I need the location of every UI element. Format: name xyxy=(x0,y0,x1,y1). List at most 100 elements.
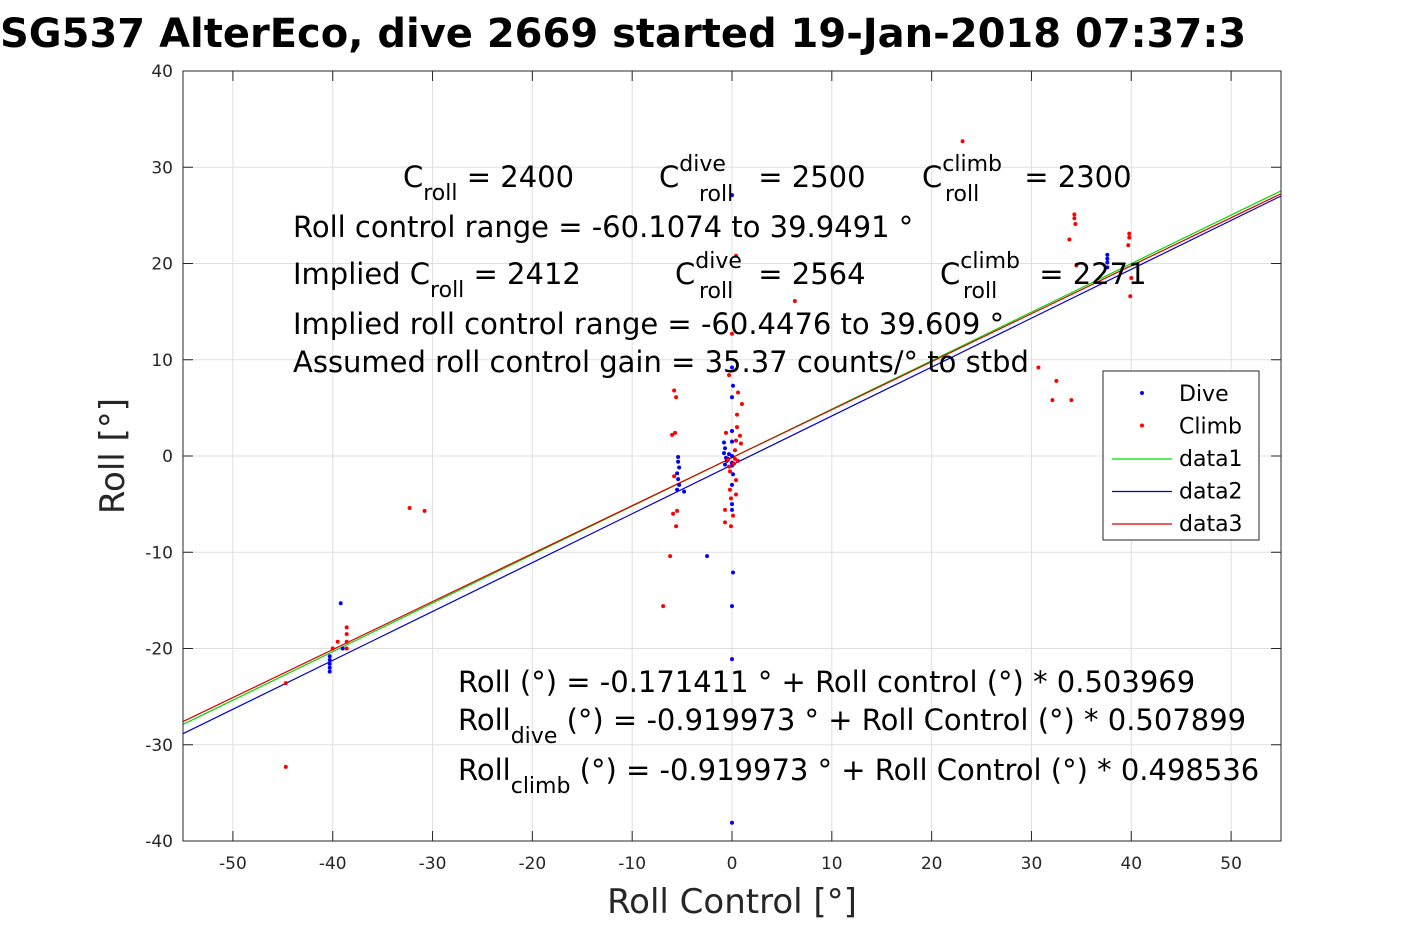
climb-point xyxy=(422,508,427,513)
climb-point xyxy=(724,430,729,435)
dive-point xyxy=(340,646,345,651)
dive-point xyxy=(1105,265,1110,270)
chart-title: SG537 AlterEco, dive 2669 started 19-Jan… xyxy=(0,11,1246,57)
dive-point xyxy=(682,489,687,494)
x-tick-label: -20 xyxy=(518,854,546,874)
legend-marker-climb xyxy=(1140,423,1144,428)
implied-c-roll-dive-annotation: Cdive roll = 2564 xyxy=(675,249,866,304)
climb-point xyxy=(727,464,732,469)
legend-label-data1: data1 xyxy=(1179,447,1243,472)
legend-label-data2: data2 xyxy=(1179,480,1243,505)
climb-point xyxy=(283,764,288,769)
dive-point xyxy=(327,654,332,659)
climb-point xyxy=(732,456,737,461)
dive-point xyxy=(1105,256,1110,261)
climb-point xyxy=(672,474,677,479)
y-tick-label: -40 xyxy=(145,832,173,852)
dive-point xyxy=(730,820,734,825)
dive-point xyxy=(730,570,735,575)
climb-point xyxy=(674,524,679,529)
x-tick-label: -40 xyxy=(319,854,347,874)
climb-point xyxy=(674,395,679,400)
y-tick-label: 40 xyxy=(151,62,173,82)
dive-point xyxy=(327,669,332,674)
dive-point xyxy=(722,451,727,456)
dive-point xyxy=(730,502,734,507)
dive-point xyxy=(1105,252,1110,257)
climb-point xyxy=(1128,294,1133,299)
dive-point xyxy=(730,193,734,198)
x-tick-label: -10 xyxy=(618,854,646,874)
climb-point xyxy=(407,505,412,510)
climb-point xyxy=(1129,275,1134,280)
dive-point xyxy=(338,601,343,606)
data-points xyxy=(283,139,1134,825)
climb-point xyxy=(792,299,797,304)
climb-point xyxy=(675,508,680,513)
roll-control-gain: Assumed roll control gain = 35.37 counts… xyxy=(293,345,1029,379)
climb-point xyxy=(344,646,349,651)
y-tick-label: -20 xyxy=(145,640,173,660)
climb-point xyxy=(723,520,728,525)
x-tick-label: 30 xyxy=(1021,854,1043,874)
dive-point xyxy=(730,365,734,370)
climb-point xyxy=(739,402,744,407)
climb-point xyxy=(733,478,738,483)
roll-control-range: Roll control range = -60.1074 to 39.9491… xyxy=(293,210,913,244)
y-axis-label: Roll [°] xyxy=(93,398,133,514)
climb-point xyxy=(1050,398,1055,403)
climb-point xyxy=(727,373,732,378)
dive-point xyxy=(727,452,732,457)
climb-point xyxy=(730,513,735,518)
climb-point xyxy=(738,441,743,446)
climb-point xyxy=(344,632,349,637)
x-tick-label: 40 xyxy=(1120,854,1142,874)
dive-point xyxy=(676,459,681,464)
dive-point xyxy=(675,487,680,492)
x-tick-label: -30 xyxy=(419,854,447,874)
legend-label-dive: Dive xyxy=(1179,382,1229,407)
dive-point xyxy=(327,661,332,666)
climb-point xyxy=(1069,398,1074,403)
dive-point xyxy=(722,440,727,445)
climb-point xyxy=(1127,231,1132,236)
legend: Dive Climb data1 data2 data3 xyxy=(1102,370,1260,541)
climb-point xyxy=(737,433,742,438)
climb-point xyxy=(728,487,733,492)
climb-point xyxy=(1127,235,1132,240)
legend-label-climb: Climb xyxy=(1179,415,1242,440)
climb-point xyxy=(960,139,965,144)
climb-point xyxy=(1054,378,1059,383)
y-tick-label: 30 xyxy=(151,158,173,178)
climb-point xyxy=(729,524,734,529)
dive-point xyxy=(730,657,734,662)
y-tick-label: 10 xyxy=(151,351,173,371)
climb-point xyxy=(735,458,740,463)
dive-point xyxy=(730,472,735,477)
climb-point xyxy=(731,461,736,466)
dive-point xyxy=(675,471,680,476)
climb-point xyxy=(733,492,738,497)
dive-point xyxy=(730,507,734,512)
climb-point xyxy=(335,639,340,644)
dive-point xyxy=(705,554,710,559)
climb-point xyxy=(733,253,738,258)
x-axis-label: Roll Control [°] xyxy=(607,882,857,922)
dive-point xyxy=(730,482,734,487)
x-tick-label: 10 xyxy=(821,854,843,874)
climb-point xyxy=(1072,212,1077,217)
climb-point xyxy=(344,625,349,630)
dive-point xyxy=(676,477,681,482)
axis-ticks: -50 -40 -30 -20 -10 0 10 20 30 40 50 -40 -30 -20 -10 0 1… xyxy=(145,62,1281,874)
climb-point xyxy=(723,507,728,512)
climb-point xyxy=(729,496,734,501)
annotation-top: Croll = 2400 Cdive roll = 2500 Cclimb roll… xyxy=(293,152,1147,379)
climb-point xyxy=(330,646,335,651)
implied-roll-control-range: Implied roll control range = -60.4476 to… xyxy=(293,307,1004,341)
climb-point xyxy=(1073,222,1078,227)
climb-point xyxy=(1126,243,1131,248)
dive-point xyxy=(677,482,682,487)
climb-point xyxy=(668,554,673,559)
climb-point xyxy=(735,390,740,395)
